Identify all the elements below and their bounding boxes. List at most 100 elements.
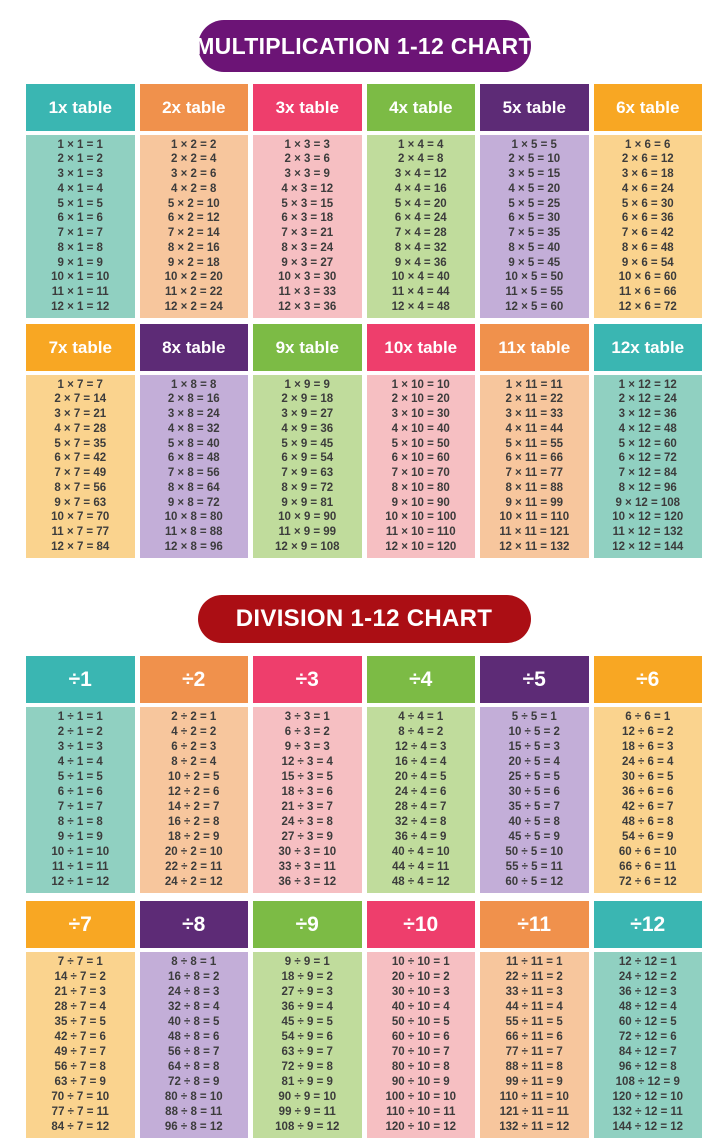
equation: 12 × 9 = 108 [274,540,340,553]
equation: 30 ÷ 5 = 6 [508,785,560,798]
equation: 24 ÷ 4 = 6 [395,785,447,798]
equation: 120 ÷ 10 = 12 [385,1120,457,1133]
equation: 49 ÷ 7 = 7 [54,1045,106,1058]
equation: 20 ÷ 10 = 2 [391,970,450,983]
equation: 2 × 12 = 24 [618,393,677,406]
equation: 9 × 11 = 99 [505,496,564,509]
division-table-5: ÷5 5 ÷ 5 = 1 10 ÷ 5 = 2 15 ÷ 5 = 3 20 ÷ 5 =… [480,656,589,893]
equation: 16 ÷ 2 = 8 [168,815,220,828]
equation: 12 × 6 = 72 [618,300,677,313]
equation: 55 ÷ 5 = 11 [505,860,563,873]
equation: 7 × 3 = 21 [281,227,334,240]
equation: 8 × 7 = 56 [54,481,107,494]
equation: 24 ÷ 3 = 8 [281,815,333,828]
equation: 110 ÷ 10 = 11 [386,1105,456,1118]
equation: 4 × 6 = 24 [621,182,674,195]
equation: 36 ÷ 3 = 12 [278,875,337,888]
equation: 8 × 8 = 64 [167,481,220,494]
equation: 1 × 7 = 7 [57,378,103,391]
equation: 64 ÷ 8 = 8 [168,1060,220,1073]
table-header-label: 4x table [366,84,475,131]
equation: 11 × 12 = 132 [612,526,683,539]
equation: 9 × 7 = 63 [54,496,107,509]
equation: 77 ÷ 11 = 7 [505,1045,563,1058]
equation: 2 × 9 = 18 [281,393,334,406]
equation: 2 × 5 = 10 [508,153,561,166]
equation: 9 × 9 = 81 [281,496,334,509]
equation: 6 × 7 = 42 [54,452,107,465]
equation: 8 ÷ 4 = 2 [398,725,444,738]
equation: 7 × 5 = 35 [508,227,561,240]
table-header-label: 7x table [26,324,135,371]
division-table-7: ÷7 7 ÷ 7 = 1 14 ÷ 7 = 2 21 ÷ 7 = 3 28 ÷ 7 =… [26,901,135,1138]
equation: 2 × 8 = 16 [167,393,220,406]
table-header-label: ÷4 [366,656,475,703]
equation: 3 × 9 = 27 [281,408,334,421]
equation: 70 ÷ 10 = 7 [391,1045,450,1058]
table-body: 1 × 12 = 12 2 × 12 = 24 3 × 12 = 36 4 × 12 … [593,375,702,558]
equation: 4 × 5 = 20 [508,182,561,195]
equation: 36 ÷ 12 = 3 [618,985,677,998]
division-table-2: ÷2 2 ÷ 2 = 1 4 ÷ 2 = 2 6 ÷ 2 = 3 8 ÷ 2 = 4 1… [139,656,248,893]
equation: 3 ÷ 3 = 1 [284,710,330,723]
table-header-label: 5x table [480,84,589,131]
table-header-label: ÷3 [253,656,362,703]
equation: 33 ÷ 3 = 11 [278,860,336,873]
equation: 72 ÷ 8 = 9 [168,1075,220,1088]
equation: 6 × 2 = 12 [167,212,220,225]
division-chart-title: DIVISION 1-12 CHART [197,595,531,643]
table-body: 5 ÷ 5 = 1 10 ÷ 5 = 2 15 ÷ 5 = 3 20 ÷ 5 = 4 2… [480,707,589,893]
table-header-label: 1x table [26,84,135,131]
equation: 3 × 3 = 9 [284,168,330,181]
table-body: 9 ÷ 9 = 1 18 ÷ 9 = 2 27 ÷ 9 = 3 36 ÷ 9 = 4 4… [253,952,362,1138]
division-table-12: ÷12 12 ÷ 12 = 1 24 ÷ 12 = 2 36 ÷ 12 = 3 48 … [593,901,702,1138]
equation: 120 ÷ 12 = 10 [612,1090,684,1103]
equation: 2 × 6 = 12 [621,153,674,166]
equation: 5 × 4 = 20 [394,197,447,210]
equation: 5 × 8 = 40 [167,437,220,450]
table-header-label: 6x table [593,84,702,131]
equation: 4 ÷ 1 = 4 [57,755,103,768]
equation: 88 ÷ 11 = 8 [505,1060,563,1073]
equation: 20 ÷ 5 = 4 [508,755,560,768]
equation: 21 ÷ 7 = 3 [54,985,106,998]
equation: 5 × 12 = 60 [618,437,677,450]
equation: 121 ÷ 11 = 11 [499,1105,569,1118]
equation: 1 × 1 = 1 [57,138,103,151]
multiplication-table-11: 11x table 1 × 11 = 11 2 × 11 = 22 3 × 11 =… [480,324,589,558]
equation: 5 ÷ 1 = 5 [57,770,103,783]
equation: 10 × 8 = 80 [164,511,223,524]
equation: 96 ÷ 8 = 12 [164,1120,223,1133]
equation: 16 ÷ 8 = 2 [168,970,220,983]
equation: 18 ÷ 9 = 2 [281,970,333,983]
table-body: 11 ÷ 11 = 1 22 ÷ 11 = 2 33 ÷ 11 = 3 44 ÷ 11… [480,952,589,1138]
equation: 12 × 10 = 120 [385,540,457,553]
equation: 100 ÷ 10 = 10 [385,1090,457,1103]
equation: 11 × 9 = 99 [278,526,337,539]
equation: 4 × 12 = 48 [618,422,677,435]
division-table-8: ÷8 8 ÷ 8 = 1 16 ÷ 8 = 2 24 ÷ 8 = 3 32 ÷ 8 =… [139,901,248,1138]
table-header-label: 10x table [366,324,475,371]
equation: 48 ÷ 12 = 4 [618,1000,677,1013]
table-body: 1 × 7 = 7 2 × 7 = 14 3 × 7 = 21 4 × 7 = 28 5… [26,375,135,558]
equation: 12 × 7 = 84 [51,540,110,553]
equation: 8 × 11 = 88 [505,481,564,494]
equation: 9 ÷ 1 = 9 [57,830,103,843]
equation: 48 ÷ 6 = 8 [622,815,674,828]
equation: 28 ÷ 7 = 4 [54,1000,106,1013]
equation: 35 ÷ 7 = 5 [54,1015,106,1028]
equation: 15 ÷ 3 = 5 [281,770,333,783]
equation: 4 × 9 = 36 [281,422,334,435]
equation: 8 × 12 = 96 [618,481,677,494]
division-table-4: ÷4 4 ÷ 4 = 1 8 ÷ 4 = 2 12 ÷ 4 = 3 16 ÷ 4 = … [366,656,475,893]
equation: 4 × 3 = 12 [281,182,334,195]
equation: 30 ÷ 3 = 10 [278,845,337,858]
equation: 60 ÷ 5 = 12 [505,875,564,888]
equation: 10 × 11 = 110 [499,511,570,524]
equation: 12 × 11 = 132 [499,540,570,553]
equation: 10 × 2 = 20 [164,271,223,284]
equation: 1 × 8 = 8 [171,378,217,391]
equation: 88 ÷ 8 = 11 [165,1105,223,1118]
equation: 12 ÷ 1 = 12 [51,875,110,888]
